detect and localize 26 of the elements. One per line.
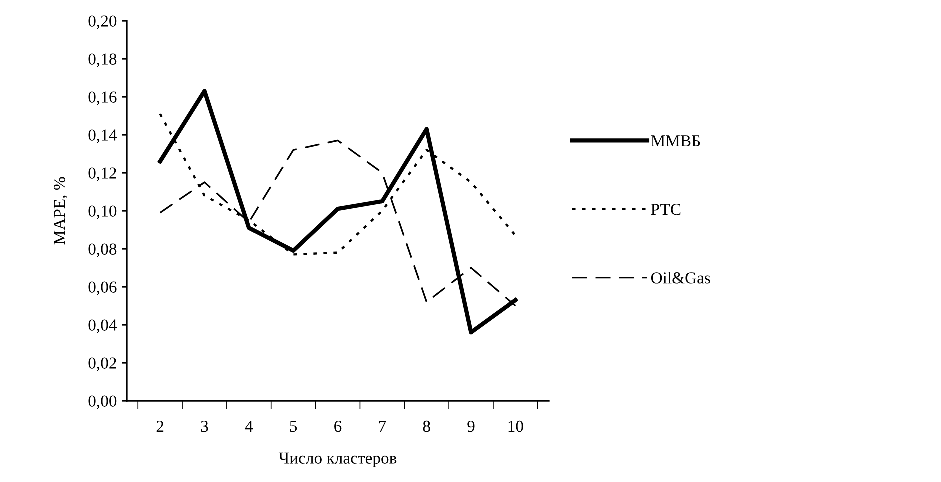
y-tick-label: 0,04 [88, 320, 118, 334]
y-tick-label: 0,16 [88, 92, 117, 106]
x-tick-label: 6 [334, 420, 342, 432]
y-tick-label: 0,08 [88, 244, 117, 258]
y-tick-label: 0,00 [88, 396, 117, 410]
y-tick-label: 0,14 [88, 130, 118, 144]
legend-label: РТС [651, 204, 681, 216]
x-tick-label: 7 [379, 421, 386, 432]
y-axis-title: MAPE, % [54, 177, 68, 245]
x-tick-label: 9 [468, 420, 475, 432]
y-tick-label: 0,02 [88, 358, 116, 372]
y-tick-label: 0,12 [88, 168, 116, 182]
legend-label: Oil&Gas [651, 272, 710, 284]
line-series [158, 89, 518, 335]
y-tick-label: 0,06 [88, 282, 117, 296]
x-tick-label: 5 [290, 421, 298, 432]
x-tick-label: 8 [423, 420, 430, 432]
x-tick-label: 10 [508, 420, 524, 432]
x-tick-label: 2 [156, 420, 164, 432]
y-tick-label: 0,18 [88, 54, 117, 68]
y-tick-label: 0,20 [88, 16, 117, 30]
y-tick-label: 0,10 [88, 206, 117, 220]
x-tick-label: 4 [245, 421, 254, 432]
legend-label: ММВБ [651, 136, 700, 147]
x-axis-title: Число кластеров [278, 452, 397, 468]
x-tick-label: 3 [201, 420, 208, 432]
